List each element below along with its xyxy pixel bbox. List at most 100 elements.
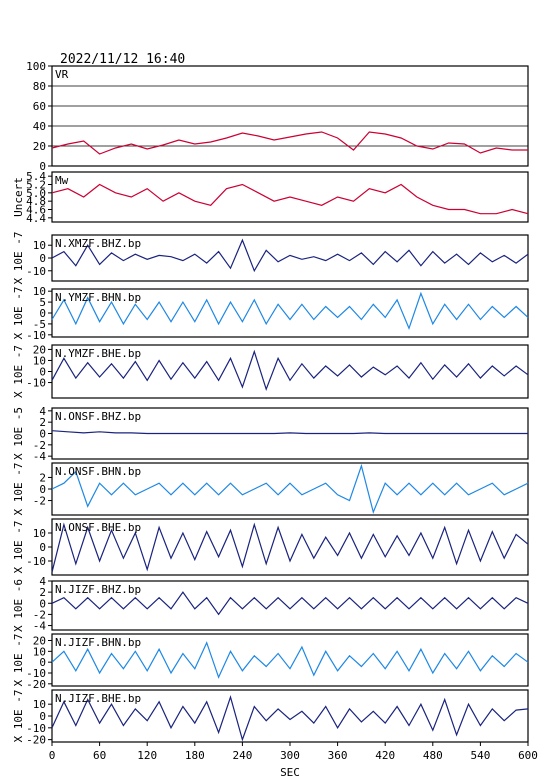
x-tick-label: 600 [518,749,538,762]
y-tick-label: -10 [26,265,46,278]
y-tick-label: 4.8 [26,195,46,208]
y-tick-label: 0 [39,541,46,554]
y-tick-label: 5.2 [26,179,46,192]
y-tick-label: 0 [39,366,46,379]
chart-panel: 0 20 40 60 80 100 VR [26,60,529,173]
panel-label: Mw [55,174,69,187]
y-tick-label: -10 [26,667,46,680]
y-tick-label: 2 [39,471,46,484]
y-tick-label: 0 [39,252,46,265]
y-tick-label: -2 [33,608,46,621]
panel-label: N.YMZF.BHE.bp [55,347,141,360]
y-tick-label: 0 [39,597,46,610]
series-line [51,238,529,273]
y-tick-label: 10 [33,239,46,252]
y-tick-label: -20 [26,678,46,691]
panel-label: N.ONSF.BHN.bp [55,465,141,478]
y-tick-label: 5.0 [26,187,46,200]
y-axis-label: X 10E -7 [12,463,25,516]
y-tick-label: 4.4 [26,212,46,225]
y-tick-label: 10 [33,645,46,658]
y-axis-label: Uncert [12,177,25,217]
y-tick-label: -2 [33,439,46,452]
y-tick-label: -10 [26,555,46,568]
panel-label: VR [55,68,69,81]
x-tick-label: 240 [232,749,252,762]
x-tick-label: 480 [423,749,443,762]
panel-label: N.ONSF.BHE.bp [55,521,141,534]
x-tick-label: 60 [93,749,106,762]
panel-label: N.JIZF.BHN.bp [55,636,141,649]
y-tick-label: -20 [26,734,46,747]
series-line [51,463,529,514]
x-tick-label: 180 [185,749,205,762]
y-tick-label: 20 [33,635,46,648]
y-tick-label: 0 [39,483,46,496]
x-axis: 0 60 120 180 240 300 360 420 480 540 600 [49,742,538,762]
chart-panel: -202 X 10E -7 N.ONSF.BHN.bp [12,462,529,516]
series-line [51,430,528,435]
series-line [51,695,529,742]
y-tick-label: 2 [39,416,46,429]
panel-label: N.XMZF.BHZ.bp [55,237,141,250]
x-tick-label: 360 [328,749,348,762]
y-tick-label: 0 [39,656,46,669]
y-tick-label: 10 [33,527,46,540]
series-line [51,183,529,215]
series-line [51,131,528,155]
y-tick-label: 40 [33,120,46,133]
y-axis-label: X 10E -7 [12,287,25,340]
panel-label: N.YMZF.BHN.bp [55,291,141,304]
panel-label: N.JIZF.BHE.bp [55,692,141,705]
series-line [51,591,529,616]
y-tick-label: 4 [39,575,46,588]
series-line [51,291,529,330]
x-tick-label: 420 [375,749,395,762]
x-axis-label: SEC [280,766,300,779]
y-tick-label: 20 [33,343,46,356]
y-tick-label: -10 [26,377,46,390]
x-tick-label: 120 [137,749,157,762]
x-tick-label: 0 [49,749,56,762]
y-tick-label: -5 [33,318,46,331]
series-line [51,522,529,573]
series-line [51,349,529,392]
series-line [51,641,529,679]
y-tick-label: 5 [39,296,46,309]
y-tick-label: -10 [26,329,46,342]
panel-frame [51,171,529,223]
y-tick-label: 0 [39,428,46,441]
y-tick-label: 0 [39,307,46,320]
y-tick-label: 0 [39,710,46,723]
chart-datetime: 2022/11/12 16:40 [60,52,185,67]
y-tick-label: -10 [26,722,46,735]
panel-label: N.ONSF.BHZ.bp [55,410,141,423]
panel-frame [51,633,529,687]
x-tick-label: 540 [470,749,490,762]
y-tick-label: 100 [26,60,46,73]
y-tick-label: 10 [33,285,46,298]
y-axis-label: X 10E -7 [12,232,25,285]
y-tick-label: 80 [33,80,46,93]
y-axis-label: X 10E -6 [12,579,25,632]
y-axis-label: X 10E -7 [12,690,25,743]
y-tick-label: -4 [33,620,47,633]
y-tick-label: 60 [33,100,46,113]
y-tick-label: 2 [39,586,46,599]
y-tick-label: -4 [33,450,47,463]
panel-label: N.JIZF.BHZ.bp [55,583,141,596]
y-tick-label: 10 [33,698,46,711]
y-tick-label: 10 [33,354,46,367]
y-tick-label: 4.6 [26,204,46,217]
y-tick-label: 5.4 [26,170,46,183]
